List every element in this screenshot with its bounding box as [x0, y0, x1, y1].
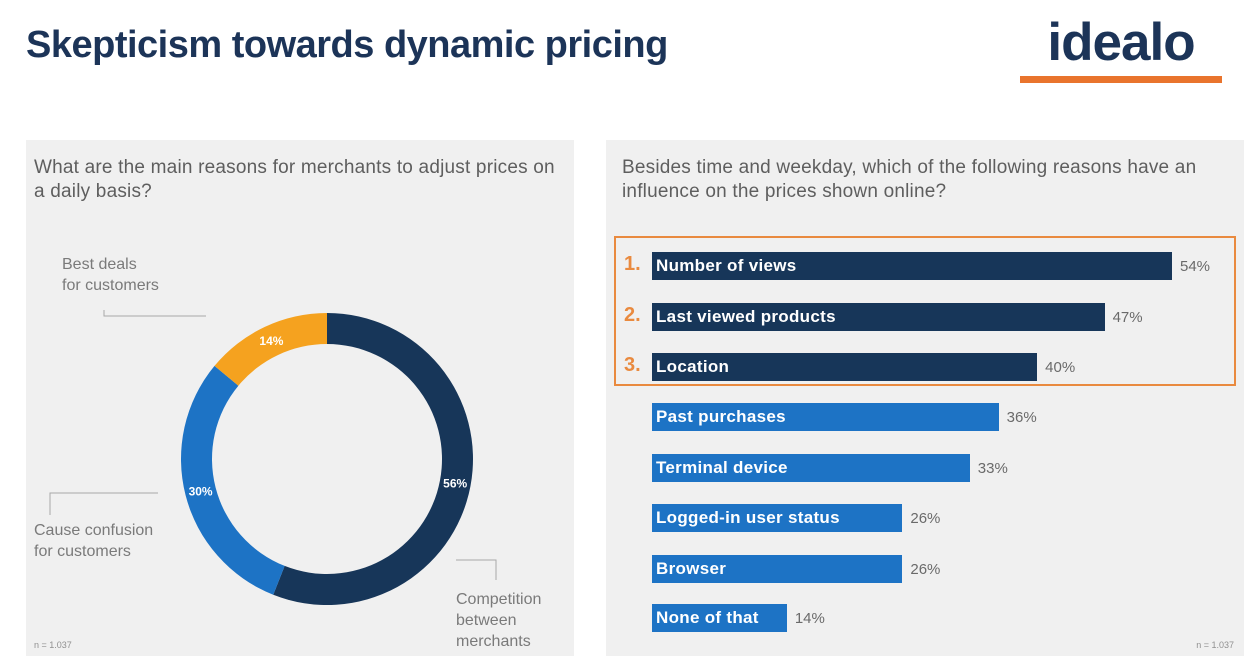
donut-chart: 56% 30% 14% [49, 310, 497, 605]
bar-row: Past purchases 36% [606, 403, 1244, 431]
bar-row: 3. Location 40% [606, 353, 1244, 381]
bar-row: 1. Number of views 54% [606, 252, 1244, 280]
donut-slice [273, 313, 473, 605]
callout-competition: Competition between merchants [456, 589, 541, 652]
bar [652, 504, 903, 532]
slice-value-label: 30% [189, 484, 213, 498]
callout-line: Cause confusion [34, 522, 154, 539]
callout-line: for customers [34, 543, 131, 560]
callout-line: between [456, 612, 517, 629]
idealo-logo: idealo [1018, 14, 1224, 86]
donut-chart-panel: 56% 30% 14% What are the main reasons for … [26, 140, 574, 656]
bar-label: None of that [656, 608, 759, 627]
callout-leader-line [103, 310, 206, 317]
callout-leader-line [456, 559, 497, 580]
bar-label: Location [656, 357, 730, 376]
bar [652, 454, 970, 482]
bar-chart-panel: Besides time and weekday, which of the f… [606, 140, 1244, 656]
slice-value-label: 14% [259, 334, 283, 348]
rank-number: 1. [624, 253, 641, 275]
bar-label: Past purchases [656, 407, 786, 426]
bar-label: Last viewed products [656, 307, 836, 326]
bar-value-label: 54% [1180, 258, 1211, 275]
bar-value-label: 47% [1112, 309, 1143, 326]
bar [652, 303, 1105, 331]
bar-value-label: 33% [977, 460, 1008, 477]
bar [652, 555, 903, 583]
bar-label: Terminal device [656, 458, 788, 477]
bar-label: Browser [656, 559, 727, 578]
callout-leader-line [49, 492, 158, 515]
bar [652, 353, 1038, 381]
bar-value-label: 36% [1006, 409, 1037, 426]
logo-text: idealo [1047, 13, 1195, 72]
rank-number: 3. [624, 354, 641, 376]
bar-value-label: 26% [910, 561, 941, 578]
top-three-highlight-box [614, 236, 1236, 386]
bar [652, 403, 999, 431]
bar-row: None of that 14% [606, 604, 1244, 632]
bar-row: Logged-in user status 26% [606, 504, 1244, 532]
callout-cause-confusion: Cause confusion for customers [34, 520, 153, 562]
donut-slice [181, 365, 285, 595]
bar [652, 252, 1172, 280]
bar-label: Number of views [656, 256, 797, 275]
donut-slice [214, 313, 327, 386]
bar-value-label: 26% [910, 510, 941, 527]
donut-chart-question: What are the main reasons for merchants … [34, 157, 555, 202]
bar-chart-question: Besides time and weekday, which of the f… [622, 157, 1197, 202]
callout-line: merchants [456, 633, 531, 650]
callout-line: Best deals [62, 256, 137, 273]
bar-value-label: 14% [794, 610, 825, 627]
sample-size-note: n = 1.037 [34, 640, 72, 650]
sample-size-note: n = 1.037 [1196, 640, 1234, 650]
bar-row: Browser 26% [606, 555, 1244, 583]
bar [652, 604, 787, 632]
bar-row: 2. Last viewed products 47% [606, 303, 1244, 331]
bar-label: Logged-in user status [656, 508, 840, 527]
callout-line: for customers [62, 277, 159, 294]
bar-row: Terminal device 33% [606, 454, 1244, 482]
page-title: Skepticism towards dynamic pricing [26, 24, 668, 66]
callout-line: Competition [456, 591, 542, 608]
logo-underline [1020, 76, 1222, 83]
rank-number: 2. [624, 304, 641, 326]
slice-value-label: 56% [443, 476, 467, 490]
bar-value-label: 40% [1045, 359, 1076, 376]
callout-best-deals: Best deals for customers [62, 254, 159, 296]
